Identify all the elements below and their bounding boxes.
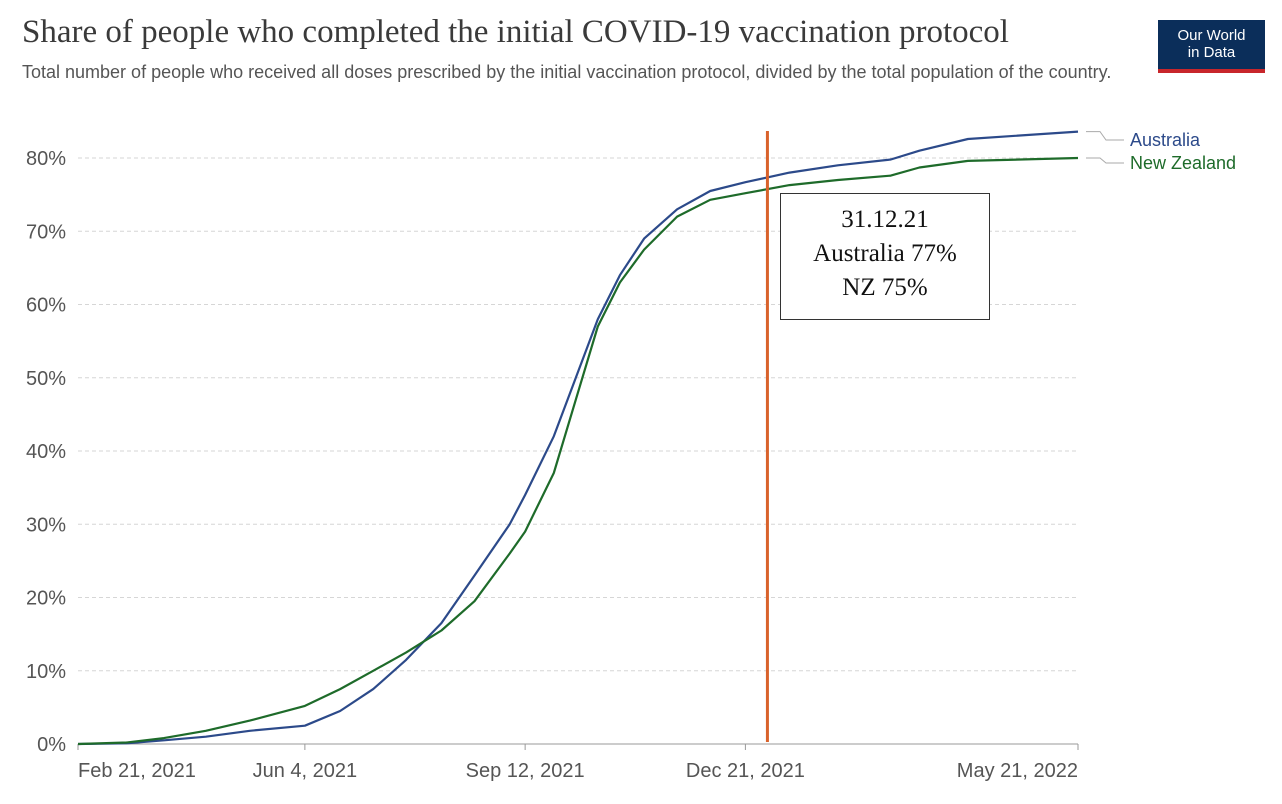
- series-line-new-zealand: [77, 156, 1079, 746]
- legend-label-australia: Australia: [1130, 130, 1201, 150]
- y-tick-label: 70%: [26, 221, 66, 243]
- y-tick-label: 30%: [26, 514, 66, 536]
- annotation-australia: Australia 77%: [813, 240, 957, 267]
- x-tick-label: Jun 4, 2021: [253, 760, 358, 782]
- grid-lines: [78, 157, 1078, 672]
- logo-line-1: Our World: [1177, 27, 1246, 44]
- y-tick-label: 50%: [26, 368, 66, 390]
- chart-subtitle: Total number of people who received all …: [22, 62, 1112, 82]
- legend-connector: [1086, 157, 1124, 164]
- legend-connector: [1086, 131, 1124, 141]
- axes: 0% 10% 20% 30% 40% 50% 60% 70% 80% Feb 21, 2021 Ju…: [26, 148, 1079, 782]
- logo-line-2: in Data: [1187, 44, 1236, 61]
- y-tick-label: 40%: [26, 441, 66, 463]
- y-tick-label: 10%: [26, 661, 66, 683]
- y-tick-label: 60%: [26, 295, 66, 317]
- x-tick-label: Sep 12, 2021: [466, 760, 585, 782]
- legend-label-new-zealand: New Zealand: [1130, 153, 1236, 173]
- series-line-australia: [77, 130, 1079, 746]
- annotation-date: 31.12.21: [841, 206, 929, 233]
- annotation-box: 31.12.21 Australia 77% NZ 75%: [780, 193, 990, 320]
- x-tick-label: Dec 21, 2021: [686, 760, 805, 782]
- annotation-nz: NZ 75%: [842, 274, 928, 301]
- y-tick-label: 80%: [26, 148, 66, 170]
- x-tick-label: Feb 21, 2021: [78, 760, 196, 782]
- series-lines: [77, 130, 1079, 746]
- y-tick-label: 20%: [26, 588, 66, 610]
- legend: Australia New Zealand: [1086, 130, 1236, 173]
- chart-title: Share of people who completed the initia…: [22, 14, 1009, 50]
- owid-logo[interactable]: Our World in Data: [1158, 20, 1265, 73]
- x-tick-label: May 21, 2022: [957, 760, 1078, 782]
- y-tick-label: 0%: [37, 734, 66, 756]
